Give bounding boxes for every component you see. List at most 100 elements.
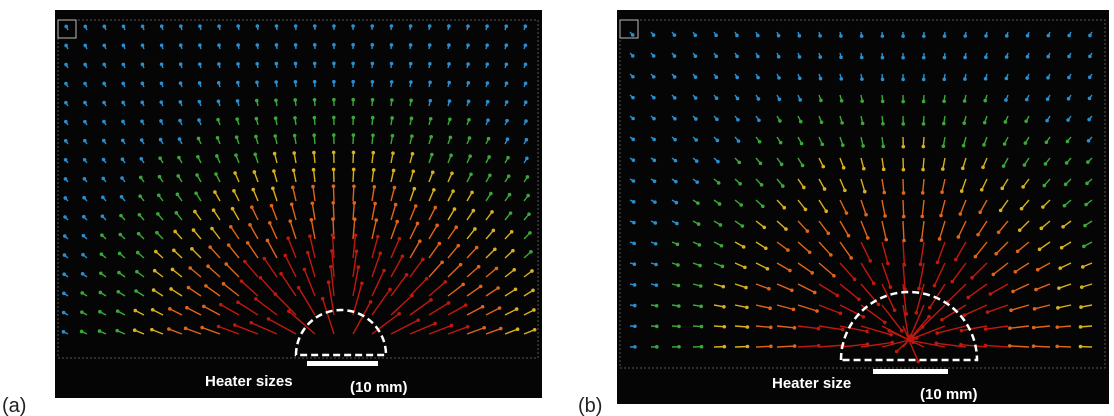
arrow-head [274, 24, 279, 28]
arrow-head [159, 43, 164, 48]
arrow-head [1008, 326, 1012, 331]
arrow-head [531, 288, 535, 293]
vector-arrow [409, 223, 419, 240]
arrow-head [651, 33, 656, 37]
vector-arrow [860, 341, 893, 348]
arrow-head [861, 315, 866, 319]
arrow-head [777, 76, 781, 80]
arrow-head [100, 214, 105, 219]
arrow-head [677, 344, 681, 349]
arrow-head [984, 34, 988, 38]
arrow-head [1001, 164, 1006, 168]
arrow-head [1061, 225, 1065, 229]
arrow-head [360, 281, 364, 286]
vector-arrow [964, 304, 988, 316]
arrow-head [786, 248, 790, 252]
arrow-head [274, 43, 279, 47]
arrow-head [428, 98, 433, 103]
arrow-head [983, 327, 988, 331]
vector-arrow [881, 178, 885, 193]
arrow-head [159, 62, 164, 67]
arrow-head [633, 345, 637, 349]
arrow-head [694, 117, 698, 121]
arrow-head [99, 271, 103, 276]
arrow-head [466, 24, 470, 28]
arrow-head [812, 290, 817, 295]
arrow-head [63, 138, 68, 143]
arrow-head [174, 211, 179, 215]
vector-arrow [201, 326, 221, 335]
arrow-head [735, 33, 739, 38]
arrow-head [963, 77, 967, 81]
scale-b: (10 mm) [920, 386, 978, 403]
arrow-head [64, 100, 68, 105]
vector-arrow [797, 304, 818, 312]
arrow-head [978, 210, 982, 215]
vector-arrow [881, 262, 892, 288]
arrow-head [234, 153, 238, 157]
arrow-head [216, 99, 221, 104]
arrow-head [697, 243, 702, 247]
arrow-head [935, 260, 940, 265]
arrow-head [80, 310, 84, 314]
arrow-head [61, 310, 66, 315]
arrow-head [228, 224, 233, 229]
vector-arrow [409, 188, 415, 202]
arrow-head [1004, 76, 1009, 81]
arrow-head [80, 291, 85, 295]
arrow-head [102, 62, 107, 67]
arrow-head [653, 221, 658, 225]
arrow-head [485, 81, 490, 85]
arrow-head [178, 81, 183, 85]
arrow-head [368, 300, 373, 304]
arrow-head [486, 136, 491, 141]
vector-arrow [268, 318, 297, 335]
vector-arrow [860, 220, 869, 239]
arrow-head [170, 267, 175, 272]
arrow-head [1078, 344, 1083, 349]
arrow-head [351, 43, 355, 47]
vector-arrow [776, 345, 795, 348]
vector-arrow [292, 187, 297, 202]
arrow-head [963, 55, 967, 60]
arrow-head [777, 97, 782, 102]
arrow-head [1058, 266, 1063, 270]
arrow-head [173, 229, 177, 234]
vector-arrow [1057, 325, 1072, 328]
arrow-head [196, 154, 200, 159]
arrow-head [169, 287, 173, 291]
arrow-head [132, 328, 137, 332]
vector-arrow [266, 240, 278, 259]
arrow-head [694, 138, 699, 142]
arrow-head [920, 191, 925, 195]
arrow-head [699, 324, 704, 329]
arrow-head [632, 241, 636, 246]
arrow-head [332, 61, 336, 66]
arrow-head [988, 292, 993, 296]
arrow-head [1039, 226, 1044, 231]
vector-arrow [1058, 283, 1072, 289]
arrow-head [901, 144, 906, 149]
arrow-head [371, 168, 376, 172]
vector-arrow [981, 178, 988, 191]
arrow-head [1046, 33, 1051, 38]
arrow-head [331, 200, 336, 205]
arrow-head [881, 167, 886, 172]
vector-arrow [818, 262, 835, 277]
arrow-head [415, 221, 420, 226]
arrow-head [800, 163, 805, 168]
vector-arrow [303, 269, 316, 297]
arrow-head [273, 292, 278, 296]
arrow-head [312, 115, 317, 120]
arrow-head [288, 219, 293, 223]
arrow-head [797, 76, 802, 81]
vector-arrow [911, 339, 946, 348]
vector-arrow [919, 241, 925, 265]
arrow-head [880, 55, 885, 60]
arrow-head [914, 336, 919, 340]
arrow-head [376, 234, 380, 239]
arrow-head [102, 100, 106, 105]
arrow-head [485, 43, 489, 47]
arrow-head [901, 55, 905, 60]
arrow-head [651, 54, 656, 58]
